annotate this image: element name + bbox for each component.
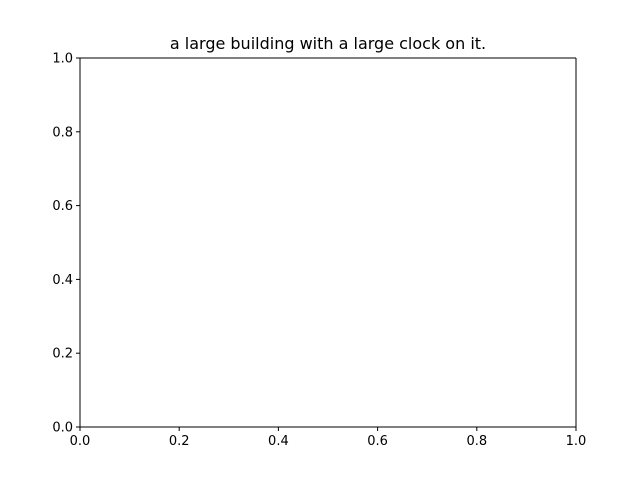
axes-frame [79,57,577,428]
y-tick-label: 0.6 [52,199,73,214]
y-tick-label: 0.0 [52,421,73,436]
y-tick-label: 1.0 [52,52,73,67]
x-tick-label: 0.2 [169,434,190,449]
chart-title: a large building with a large clock on i… [170,34,486,53]
y-tick-label: 0.4 [52,273,73,288]
x-axis: 0.0 0.2 0.4 0.6 0.8 1.0 [70,427,587,449]
x-tick-label: 1.0 [566,434,587,449]
x-tick-label: 0.6 [367,434,388,449]
x-tick-label: 0.4 [268,434,289,449]
x-tick-label: 0.8 [466,434,487,449]
y-axis: 0.0 0.2 0.4 0.6 0.8 1.0 [52,52,80,436]
y-tick-label: 0.8 [52,125,73,140]
plot-area [80,58,576,427]
x-tick-label: 0.0 [70,434,91,449]
y-tick-label: 0.2 [52,347,73,362]
